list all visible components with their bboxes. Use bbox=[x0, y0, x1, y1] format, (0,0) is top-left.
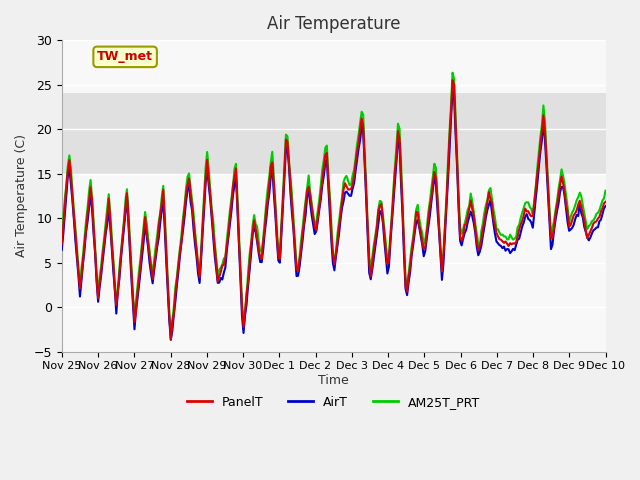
AM25T_PRT bbox=[297, 238, 305, 244]
X-axis label: Time: Time bbox=[318, 374, 349, 387]
PanelT bbox=[167, 337, 175, 343]
AirT bbox=[249, 232, 257, 238]
PanelT bbox=[297, 246, 305, 252]
AM25T_PRT bbox=[221, 255, 229, 261]
Y-axis label: Air Temperature (C): Air Temperature (C) bbox=[15, 134, 28, 257]
AM25T_PRT bbox=[602, 188, 609, 193]
AirT bbox=[167, 337, 175, 343]
Legend: PanelT, AirT, AM25T_PRT: PanelT, AirT, AM25T_PRT bbox=[182, 391, 486, 414]
Line: PanelT: PanelT bbox=[62, 80, 605, 340]
Bar bbox=[62, 94, 605, 174]
AirT bbox=[221, 264, 229, 270]
AM25T_PRT bbox=[167, 335, 175, 340]
AM25T_PRT bbox=[125, 207, 132, 213]
AM25T_PRT bbox=[449, 70, 456, 75]
AM25T_PRT bbox=[240, 320, 248, 325]
Line: AM25T_PRT: AM25T_PRT bbox=[62, 72, 605, 337]
AM25T_PRT bbox=[58, 238, 66, 243]
AirT bbox=[297, 251, 305, 256]
AirT bbox=[240, 330, 248, 336]
PanelT bbox=[125, 217, 132, 223]
PanelT bbox=[602, 199, 609, 204]
AirT bbox=[58, 247, 66, 253]
AirT bbox=[574, 213, 582, 219]
PanelT bbox=[249, 230, 257, 236]
AM25T_PRT bbox=[249, 222, 257, 228]
PanelT bbox=[449, 77, 456, 83]
Text: TW_met: TW_met bbox=[97, 50, 153, 63]
PanelT bbox=[240, 324, 248, 330]
AirT bbox=[602, 204, 609, 209]
PanelT bbox=[574, 202, 582, 207]
Line: AirT: AirT bbox=[62, 91, 605, 340]
AirT bbox=[449, 88, 456, 94]
AM25T_PRT bbox=[574, 194, 582, 200]
AirT bbox=[125, 221, 132, 227]
PanelT bbox=[221, 255, 229, 261]
PanelT bbox=[58, 241, 66, 247]
Title: Air Temperature: Air Temperature bbox=[267, 15, 401, 33]
